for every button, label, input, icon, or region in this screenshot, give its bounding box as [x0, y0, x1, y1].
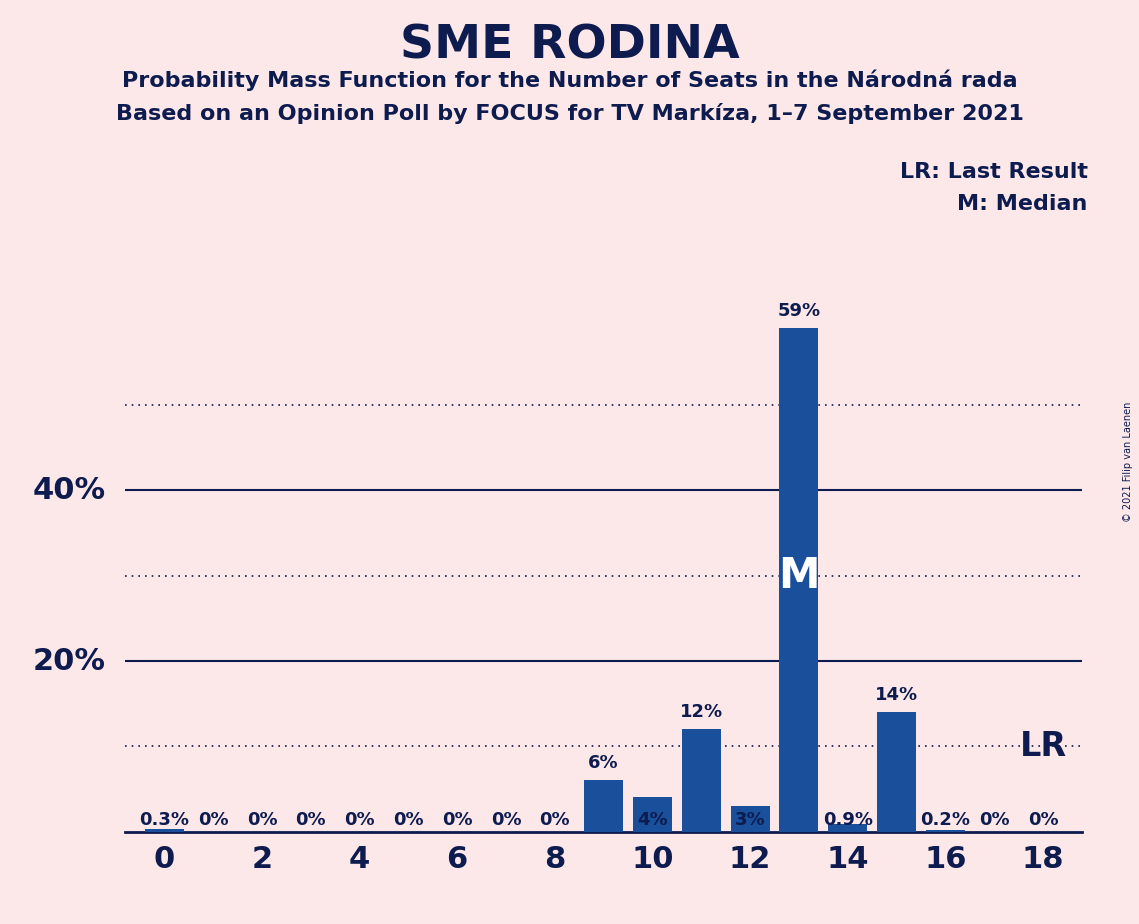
Text: LR: LR — [1021, 730, 1067, 763]
Bar — [145, 829, 183, 832]
Text: 0%: 0% — [491, 811, 522, 829]
Text: 0%: 0% — [540, 811, 571, 829]
Text: © 2021 Filip van Laenen: © 2021 Filip van Laenen — [1123, 402, 1133, 522]
Bar — [682, 729, 721, 832]
Bar — [730, 806, 770, 832]
Text: 4%: 4% — [637, 811, 667, 829]
Text: 0%: 0% — [295, 811, 326, 829]
Bar — [828, 824, 867, 832]
Text: 3%: 3% — [735, 811, 765, 829]
Text: 0%: 0% — [344, 811, 375, 829]
Text: 59%: 59% — [777, 302, 820, 320]
Text: Based on an Opinion Poll by FOCUS for TV Markíza, 1–7 September 2021: Based on an Opinion Poll by FOCUS for TV… — [115, 103, 1024, 125]
Text: 6%: 6% — [589, 754, 618, 772]
Text: SME RODINA: SME RODINA — [400, 23, 739, 68]
Text: 0.9%: 0.9% — [822, 811, 872, 829]
Text: 0%: 0% — [442, 811, 473, 829]
Text: 0.3%: 0.3% — [139, 811, 189, 829]
Bar — [584, 781, 623, 832]
Text: 0%: 0% — [247, 811, 277, 829]
Text: Probability Mass Function for the Number of Seats in the Národná rada: Probability Mass Function for the Number… — [122, 69, 1017, 91]
Text: 14%: 14% — [875, 686, 918, 704]
Text: 0%: 0% — [1027, 811, 1058, 829]
Text: 40%: 40% — [33, 476, 106, 505]
Bar — [633, 797, 672, 832]
Text: 0%: 0% — [393, 811, 424, 829]
Text: M: Median: M: Median — [958, 194, 1088, 214]
Text: LR: Last Result: LR: Last Result — [900, 162, 1088, 182]
Text: 12%: 12% — [680, 703, 723, 721]
Text: M: M — [778, 554, 820, 597]
Text: 0%: 0% — [198, 811, 229, 829]
Text: 0.2%: 0.2% — [920, 811, 970, 829]
Bar — [779, 328, 819, 832]
Bar — [877, 712, 916, 832]
Text: 20%: 20% — [33, 647, 106, 675]
Text: 0%: 0% — [978, 811, 1009, 829]
Bar — [926, 830, 965, 832]
